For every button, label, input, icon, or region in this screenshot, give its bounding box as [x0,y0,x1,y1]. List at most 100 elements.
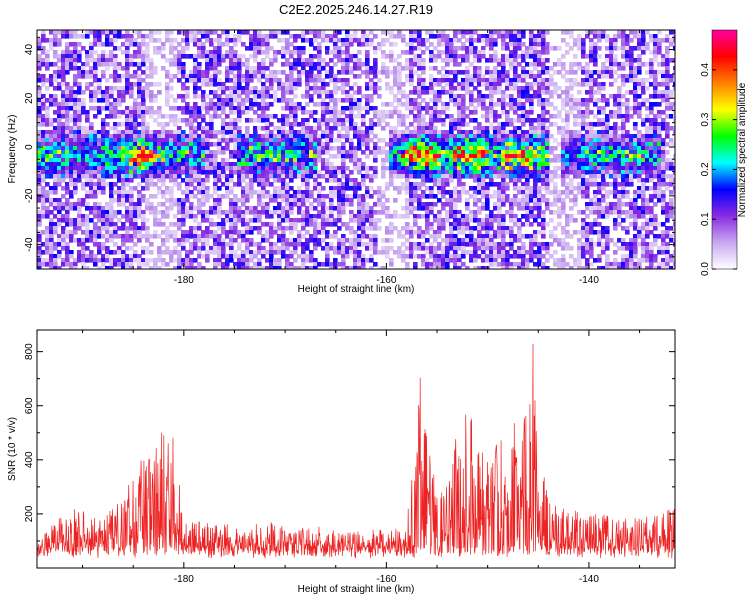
spectrogram-cell [137,158,142,163]
spectrogram-cell [473,146,478,151]
spectrogram-cell [121,174,126,179]
spectrogram-cell [61,102,66,107]
spectrogram-cell [269,182,274,187]
spectrogram-cell [377,150,382,155]
spectrogram-cell [301,202,306,207]
spectrogram-cell [173,162,178,167]
spectrogram-cell [293,58,298,63]
spectrogram-cell [405,198,410,203]
spectrogram-cell [105,42,110,47]
spectrogram-cell [325,222,330,227]
spectrogram-cell [205,226,210,231]
spectrogram-cell [489,178,494,183]
spectrogram-cell [305,94,310,99]
spectrogram-cell [281,214,286,219]
spectrogram-cell [293,170,298,175]
spectrogram-cell [461,134,466,139]
spectrogram-cell [249,70,254,75]
spectrogram-cell [329,206,334,211]
spectrogram-cell [69,234,74,239]
spectrogram-cell [117,122,122,127]
spectrogram-cell [133,114,138,119]
spectrogram-cell [233,206,238,211]
spectrogram-cell [397,250,402,255]
spectrogram-cell [185,254,190,259]
spectrogram-cell [93,146,98,151]
spectrogram-cell [233,194,238,199]
spectrogram-cell [465,50,470,55]
spectrogram-cell [141,154,146,159]
spectrogram-cell [65,66,70,71]
spectrogram-cell [341,66,346,71]
spectrogram-cell [361,182,366,187]
spectrogram-cell [169,114,174,119]
spectrogram-cell [465,226,470,231]
spectrogram-cell [225,142,230,147]
spectrogram-cell [481,226,486,231]
spectrogram-cell [273,54,278,59]
spectrogram-cell [169,130,174,135]
spectrogram-cell [49,202,54,207]
spectrogram-cell [385,66,390,71]
spectrogram-cell [437,242,442,247]
spectrogram-cell [481,242,486,247]
spectrogram-cell [273,242,278,247]
spectrogram-cell [313,206,318,211]
spectrogram-cell [349,250,354,255]
spectrogram-cell [325,254,330,259]
spectrogram-cell [217,186,222,191]
spectrogram-cell [249,266,254,269]
spectrogram-cell [57,86,62,91]
spectrogram-cell [85,258,90,263]
spectrogram-cell [109,206,114,211]
spectrogram-cell [201,90,206,95]
spectrogram-cell [433,158,438,163]
spectrogram-cell [377,198,382,203]
spectrogram-cell [161,166,166,171]
spectrogram-cell [385,246,390,251]
spectrogram-cell [493,126,498,131]
spectrogram-cell [321,202,326,207]
spectrogram-cell [441,202,446,207]
spectrogram-cell [81,166,86,171]
spectrogram-cell [209,166,214,171]
spectrogram-cell [349,158,354,163]
spectrogram-cell [313,230,318,235]
spectrogram-cell [325,234,330,239]
spectrogram-cell [121,34,126,39]
spectrogram-cell [333,114,338,119]
spectrogram-cell [281,162,286,167]
spectrogram-cell [137,86,142,91]
spectrogram-cell [257,178,262,183]
spectrogram-cell [145,34,150,39]
spectrogram-cell [177,238,182,243]
spectrogram-cell [57,242,62,247]
spectrogram-cell [57,142,62,147]
spectrogram-cell [89,238,94,243]
spectrogram-cell [373,86,378,91]
spectrogram-cell [441,178,446,183]
spectrogram-cell [393,166,398,171]
spectrogram-cell [341,238,346,243]
spectrogram-cell [353,74,358,79]
spectrogram-cell [129,122,134,127]
spectrogram-cell [241,234,246,239]
spectrogram-cell [345,138,350,143]
spectrogram-cell [201,154,206,159]
spectrogram-cell [317,262,322,267]
spectrogram-cell [285,82,290,87]
spectrogram-cell [221,158,226,163]
spectrogram-cell [177,66,182,71]
spectrogram-cell [181,134,186,139]
spectrogram-cell [405,214,410,219]
spectrogram-cell [417,158,422,163]
spectrogram-cell [309,130,314,135]
spectrogram-cell [277,202,282,207]
spectrogram-cell [441,122,446,127]
spectrogram-cell [369,226,374,231]
spectrogram-cell [429,194,434,199]
spectrogram-cell [445,258,450,263]
spectrogram-cell [185,206,190,211]
spectrogram-cell [365,54,370,59]
spectrogram-cell [277,82,282,87]
